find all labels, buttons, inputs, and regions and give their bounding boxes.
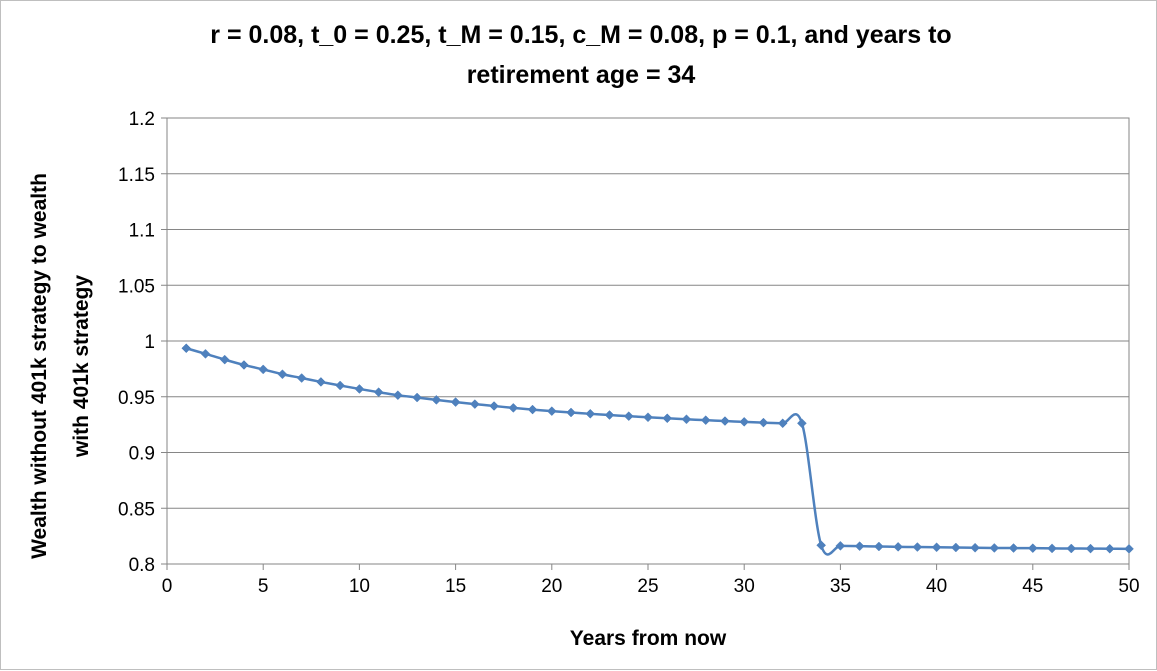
data-point: [912, 542, 923, 552]
y-tick-label: 1.15: [118, 165, 155, 186]
x-axis-title: Years from now: [570, 627, 727, 650]
x-tick-label: 30: [734, 576, 755, 597]
data-point: [700, 415, 711, 426]
chart-title-line-1: r = 0.08, t_0 = 0.25, t_M = 0.15, c_M = …: [210, 21, 951, 49]
data-point: [623, 411, 634, 422]
data-point: [989, 543, 1000, 553]
x-tick-label: 35: [830, 576, 851, 597]
y-axis-title-line-2: with 401k strategy: [70, 275, 93, 458]
series-markers: [181, 343, 1134, 554]
x-tick-label: 0: [162, 576, 173, 597]
y-tick-label: 1.1: [129, 221, 155, 242]
data-point: [489, 401, 499, 411]
data-point: [1047, 543, 1057, 554]
data-point: [373, 387, 384, 398]
y-tick-label: 0.8: [129, 555, 155, 576]
data-point: [1085, 543, 1096, 554]
chart-title-line-2: retirement age = 34: [467, 61, 696, 89]
data-point: [335, 380, 346, 391]
gridlines: [167, 117, 1129, 565]
data-point: [1124, 543, 1134, 554]
x-axis-ticks: 0 5 10 15 20 25 30 35 40 45 50: [162, 564, 1140, 597]
data-point: [854, 541, 865, 552]
data-point: [200, 348, 211, 359]
data-point: [239, 360, 249, 370]
y-tick-label: 1: [144, 332, 155, 353]
data-point: [1008, 543, 1019, 553]
data-point: [1104, 543, 1115, 554]
y-axis-ticks: 0.8 0.85 0.9 0.95 1 1.05 1.1 1.15 1.2: [118, 109, 167, 576]
data-point: [277, 369, 288, 380]
x-tick-label: 40: [926, 576, 947, 597]
x-tick-label: 15: [445, 576, 466, 597]
data-point: [797, 418, 807, 429]
data-point: [450, 397, 461, 407]
data-point: [469, 399, 480, 409]
data-point: [681, 414, 692, 425]
data-point: [643, 412, 653, 423]
data-point: [296, 373, 307, 383]
y-tick-label: 0.85: [118, 499, 155, 520]
x-tick-label: 10: [349, 576, 370, 597]
data-point: [758, 417, 769, 428]
x-tick-label: 20: [541, 576, 562, 597]
data-point: [181, 343, 192, 354]
data-point: [508, 403, 519, 413]
x-tick-label: 50: [1118, 576, 1139, 597]
data-point: [893, 541, 903, 552]
data-point: [354, 384, 365, 394]
x-tick-label: 45: [1022, 576, 1043, 597]
y-axis-title-line-1: Wealth without 401k strategy to wealth: [28, 173, 51, 559]
data-point: [527, 404, 538, 415]
data-point: [431, 395, 442, 405]
y-tick-label: 1.05: [118, 276, 155, 297]
data-point: [739, 416, 750, 427]
data-point: [970, 542, 980, 553]
y-tick-label: 0.95: [118, 388, 155, 409]
x-tick-label: 5: [258, 576, 269, 597]
data-point: [604, 410, 615, 420]
data-point: [1066, 543, 1077, 554]
data-point: [720, 416, 730, 426]
data-point: [874, 541, 884, 552]
data-point: [1027, 543, 1038, 554]
data-point: [219, 354, 230, 365]
data-point: [931, 542, 942, 553]
data-point: [258, 364, 269, 375]
data-point: [777, 418, 788, 429]
y-tick-label: 0.9: [129, 444, 155, 465]
data-point: [316, 377, 326, 387]
y-tick-label: 1.2: [129, 109, 155, 130]
data-point: [950, 542, 961, 553]
data-point: [585, 408, 596, 419]
data-point: [566, 407, 576, 418]
data-point: [835, 540, 846, 551]
series-line: [185, 347, 1130, 556]
data-point: [662, 413, 673, 424]
data-point: [393, 390, 403, 401]
data-point: [412, 392, 422, 403]
data-point: [816, 540, 827, 551]
data-point: [546, 406, 557, 416]
x-tick-label: 25: [637, 576, 658, 597]
